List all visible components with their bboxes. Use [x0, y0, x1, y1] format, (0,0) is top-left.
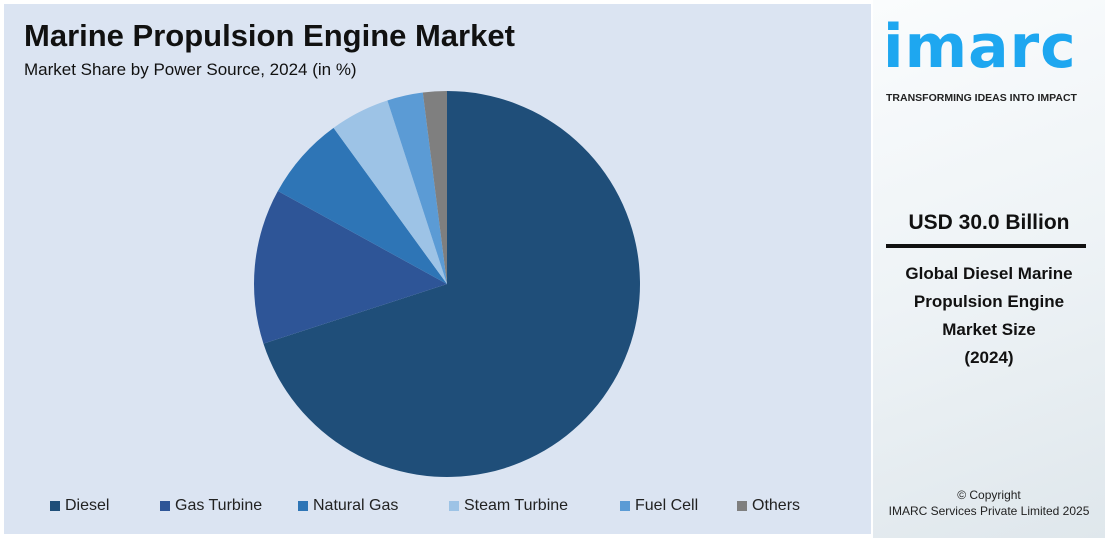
copyright: © Copyright IMARC Services Private Limit… — [873, 487, 1105, 519]
pie-slice-steam-turbine — [333, 100, 447, 284]
pie-slice-others — [422, 91, 447, 284]
pie-slice-fuel-cell — [387, 92, 447, 284]
pie-chart — [254, 91, 640, 478]
pie-slice-natural-gas — [277, 127, 447, 285]
legend-item: Diesel — [50, 497, 160, 515]
legend-item: Gas Turbine — [160, 497, 298, 515]
chart-title: Marine Propulsion Engine Market — [24, 18, 515, 53]
legend-label: Natural Gas — [313, 497, 399, 514]
pie-slice-gas-turbine — [254, 191, 447, 344]
legend: Diesel Gas Turbine Natural Gas Steam Turbin… — [50, 497, 817, 515]
legend-item: Steam Turbine — [449, 497, 620, 515]
legend-swatch — [50, 501, 60, 511]
pie-slice-diesel — [263, 91, 640, 478]
tagline: TRANSFORMING IDEAS INTO IMPACT — [886, 92, 1077, 104]
imarc-logo: imarc — [883, 12, 1077, 82]
info-panel: imarc TRANSFORMING IDEAS INTO IMPACT USD… — [873, 0, 1105, 538]
desc-line: Market Size — [942, 320, 1036, 339]
legend-label: Gas Turbine — [175, 497, 263, 514]
legend-label: Steam Turbine — [464, 497, 569, 514]
legend-label: Fuel Cell — [635, 497, 699, 514]
copyright-text: © Copyright — [957, 488, 1021, 502]
legend-swatch — [160, 501, 170, 511]
desc-line: (2024) — [964, 348, 1014, 367]
legend-label: Diesel — [65, 497, 110, 514]
legend-swatch — [449, 501, 459, 511]
legend-label: Others — [752, 497, 801, 514]
desc-line: Global Diesel Marine — [905, 264, 1073, 283]
legend-swatch — [298, 501, 308, 511]
market-description: Global Diesel Marine Propulsion Engine M… — [873, 260, 1105, 372]
chart-panel: Marine Propulsion Engine Market Market S… — [4, 4, 871, 534]
legend-item: Others — [737, 497, 817, 515]
divider — [886, 244, 1086, 248]
chart-subtitle: Market Share by Power Source, 2024 (in %… — [24, 60, 357, 79]
market-value: USD 30.0 Billion — [908, 211, 1070, 234]
legend-swatch — [620, 501, 630, 511]
company-name: IMARC Services Private Limited 2025 — [888, 504, 1090, 518]
legend-item: Natural Gas — [298, 497, 449, 515]
desc-line: Propulsion Engine — [913, 292, 1065, 311]
legend-swatch — [737, 501, 747, 511]
legend-item: Fuel Cell — [620, 497, 737, 515]
